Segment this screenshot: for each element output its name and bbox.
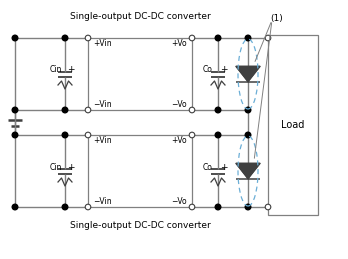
Circle shape <box>12 204 18 210</box>
Text: +: + <box>67 162 74 171</box>
Text: Single-output DC-DC converter: Single-output DC-DC converter <box>70 12 211 21</box>
Polygon shape <box>236 163 260 179</box>
Circle shape <box>62 204 68 210</box>
Text: −Vin: −Vin <box>93 100 112 109</box>
Text: Co: Co <box>203 162 213 171</box>
Bar <box>88 135 192 207</box>
Circle shape <box>62 107 68 113</box>
Circle shape <box>189 204 195 210</box>
Text: −Vin: −Vin <box>93 197 112 206</box>
Text: +Vin: +Vin <box>93 136 112 145</box>
Text: Single-output DC-DC converter: Single-output DC-DC converter <box>70 221 211 230</box>
Circle shape <box>85 132 91 138</box>
Circle shape <box>215 204 221 210</box>
Circle shape <box>215 107 221 113</box>
Circle shape <box>12 132 18 138</box>
Polygon shape <box>236 66 260 82</box>
Text: Co: Co <box>203 66 213 75</box>
Circle shape <box>245 204 251 210</box>
Text: Cin: Cin <box>50 66 62 75</box>
Text: (1): (1) <box>270 13 283 23</box>
Circle shape <box>265 204 271 210</box>
Circle shape <box>245 107 251 113</box>
Circle shape <box>215 35 221 41</box>
Circle shape <box>85 204 91 210</box>
Circle shape <box>12 107 18 113</box>
Text: +Vin: +Vin <box>93 39 112 48</box>
Bar <box>88 38 192 110</box>
Circle shape <box>215 132 221 138</box>
Circle shape <box>85 107 91 113</box>
Bar <box>268 35 318 215</box>
Text: +: + <box>220 162 228 171</box>
Text: Load: Load <box>281 120 305 130</box>
Text: +Vo: +Vo <box>171 39 187 48</box>
Circle shape <box>62 132 68 138</box>
Circle shape <box>85 35 91 41</box>
Text: Cin: Cin <box>50 162 62 171</box>
Circle shape <box>265 35 271 41</box>
Text: −Vo: −Vo <box>171 197 187 206</box>
Circle shape <box>245 132 251 138</box>
Text: +Vo: +Vo <box>171 136 187 145</box>
Text: −Vo: −Vo <box>171 100 187 109</box>
Circle shape <box>62 35 68 41</box>
Text: +: + <box>67 66 74 75</box>
Circle shape <box>189 132 195 138</box>
Circle shape <box>12 35 18 41</box>
Circle shape <box>189 35 195 41</box>
Circle shape <box>245 35 251 41</box>
Text: +: + <box>220 66 228 75</box>
Circle shape <box>189 107 195 113</box>
